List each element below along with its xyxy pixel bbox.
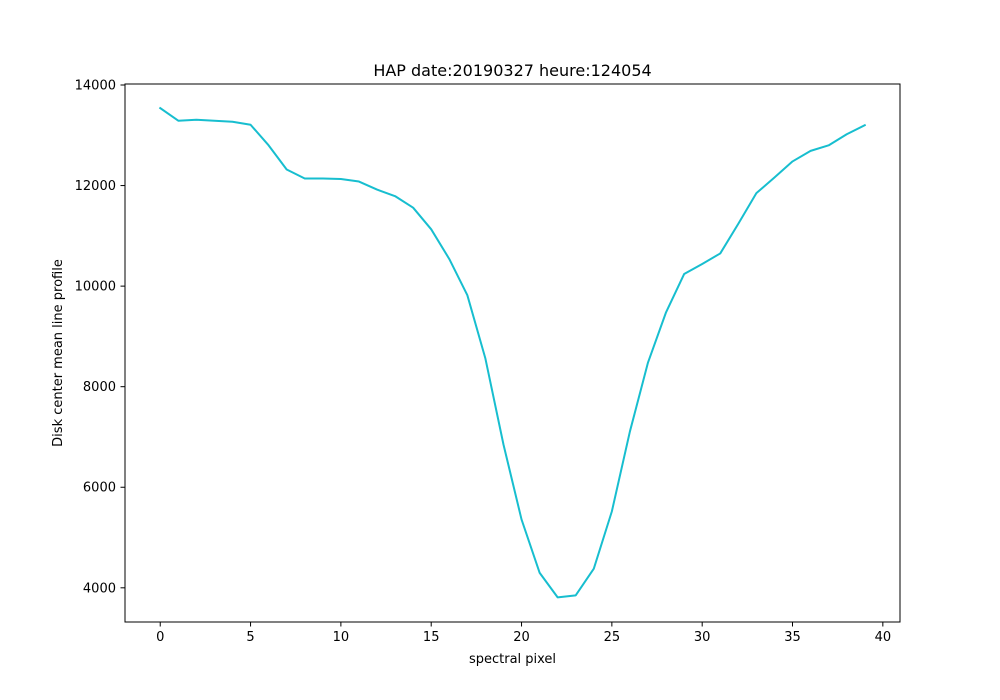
x-axis: 0 5 10 15 20 25 30 35 40 bbox=[156, 622, 891, 645]
x-axis-label: spectral pixel bbox=[469, 652, 556, 667]
series-layer bbox=[158, 106, 867, 599]
data-point bbox=[376, 189, 378, 191]
x-tick-label: 35 bbox=[784, 630, 801, 645]
y-tick-label: 10000 bbox=[75, 280, 116, 295]
data-point bbox=[268, 144, 270, 146]
x-tick-label: 30 bbox=[694, 630, 711, 645]
x-tick-label: 20 bbox=[513, 630, 530, 645]
data-point bbox=[557, 596, 559, 598]
data-point bbox=[755, 192, 757, 194]
y-tick-label: 4000 bbox=[83, 581, 116, 596]
y-tick-label: 14000 bbox=[75, 79, 116, 94]
data-point bbox=[250, 124, 252, 126]
data-point bbox=[430, 228, 432, 230]
data-point bbox=[322, 178, 324, 180]
x-tick-label: 10 bbox=[333, 630, 350, 645]
x-tick-label: 40 bbox=[875, 630, 892, 645]
data-point bbox=[719, 252, 721, 254]
data-point bbox=[177, 120, 179, 122]
data-point bbox=[846, 133, 848, 135]
data-point bbox=[792, 160, 794, 162]
chart-title: HAP date:20190327 heure:124054 bbox=[373, 61, 651, 80]
data-point bbox=[737, 223, 739, 225]
data-point bbox=[358, 181, 360, 183]
data-point bbox=[195, 119, 197, 121]
data-point bbox=[502, 444, 504, 446]
data-point bbox=[647, 362, 649, 364]
x-tick-label: 0 bbox=[156, 630, 164, 645]
data-point bbox=[701, 263, 703, 265]
data-point bbox=[340, 178, 342, 180]
x-tick-label: 5 bbox=[246, 630, 254, 645]
data-point bbox=[665, 311, 667, 313]
y-axis: 4000 6000 8000 10000 12000 14000 bbox=[75, 79, 125, 596]
data-point bbox=[593, 568, 595, 570]
data-point bbox=[286, 168, 288, 170]
data-point bbox=[213, 120, 215, 122]
data-point bbox=[304, 178, 306, 180]
y-tick-label: 8000 bbox=[83, 380, 116, 395]
data-point bbox=[864, 124, 866, 126]
y-tick-label: 6000 bbox=[83, 481, 116, 496]
x-tick-label: 15 bbox=[423, 630, 440, 645]
data-point bbox=[521, 518, 523, 520]
data-point bbox=[828, 144, 830, 146]
data-point bbox=[412, 207, 414, 209]
data-point bbox=[539, 572, 541, 574]
plot-frame bbox=[124, 83, 901, 623]
data-point bbox=[448, 258, 450, 260]
y-axis-label: Disk center mean line profile bbox=[51, 259, 66, 447]
data-point bbox=[231, 121, 233, 123]
data-point bbox=[629, 430, 631, 432]
series-line bbox=[158, 106, 867, 599]
data-point bbox=[773, 177, 775, 179]
data-point bbox=[810, 150, 812, 152]
data-point bbox=[159, 107, 161, 109]
x-tick-label: 25 bbox=[604, 630, 621, 645]
plot-area bbox=[124, 83, 901, 623]
data-point bbox=[466, 294, 468, 296]
y-tick-label: 12000 bbox=[75, 179, 116, 194]
data-point bbox=[683, 273, 685, 275]
data-point bbox=[575, 594, 577, 596]
data-point bbox=[611, 510, 613, 512]
data-point bbox=[394, 195, 396, 197]
data-point bbox=[484, 358, 486, 360]
